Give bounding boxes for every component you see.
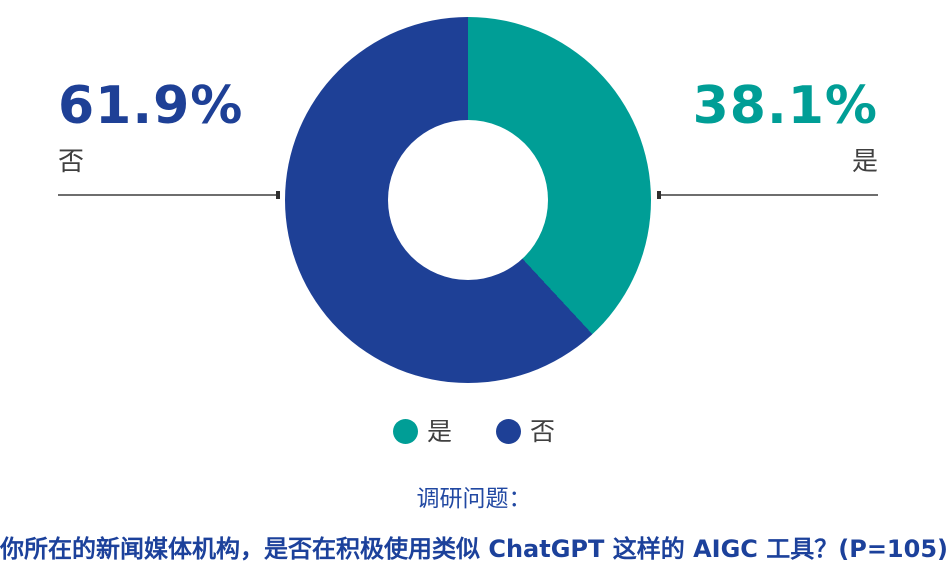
legend-item-yes: 是	[392, 417, 452, 446]
callout-line-yes-tick	[657, 191, 661, 199]
percent-yes: 38.1%	[692, 76, 878, 136]
survey-question-label: 调研问题：	[416, 486, 532, 512]
category-label-yes: 是	[851, 147, 878, 177]
legend-item-no: 否	[496, 419, 555, 444]
legend-swatch-yes-icon	[392, 419, 418, 444]
legend-label-no: 否	[530, 417, 556, 446]
donut-hole	[388, 120, 548, 280]
callout-line-no-tick	[276, 191, 280, 199]
category-label-no: 否	[58, 147, 85, 177]
survey-question-text: 你所在的新闻媒体机构，是否在积极使用类似 ChatGPT 这样的 AIGC 工具…	[0, 535, 948, 563]
chart-legend: 是 否	[0, 419, 948, 444]
callout-yes: 38.1% 是	[693, 80, 878, 175]
callout-line-yes	[657, 191, 878, 199]
callout-line-no	[58, 191, 280, 199]
legend-label-yes: 是	[426, 417, 452, 446]
callout-no: 61.9% 否	[58, 80, 243, 175]
legend-swatch-no-icon	[496, 419, 521, 444]
percent-no: 61.9%	[58, 76, 244, 136]
donut-chart	[285, 17, 651, 383]
